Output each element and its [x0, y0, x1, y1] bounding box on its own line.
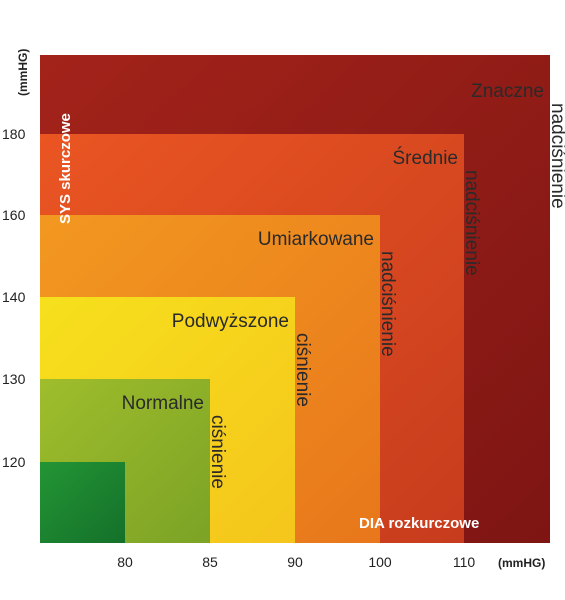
x-tick-label: 80	[117, 554, 133, 570]
zone-5-area	[40, 462, 125, 543]
x-unit-label: (mmHG)	[498, 556, 545, 570]
x-tick-label: 100	[368, 554, 392, 570]
zone-2-label-main: Umiarkowane	[258, 229, 374, 250]
zone-3-label-main: Podwyższone	[172, 311, 289, 332]
x-tick-label: 90	[287, 554, 303, 570]
zone-1-label-sub: nadciśnienie	[461, 170, 482, 276]
zone-2-label-sub: nadciśnienie	[377, 251, 398, 357]
y-tick-label: 180	[2, 126, 26, 142]
y-tick-label: 160	[2, 207, 26, 223]
zone-3-label-sub: ciśnienie	[292, 333, 313, 407]
zone-4-label-main: Normalne	[122, 393, 204, 414]
y-tick-label: 140	[2, 289, 26, 305]
zone-0-label-main: Znaczne	[471, 81, 544, 102]
zone-4-label-sub: ciśnienie	[207, 415, 228, 489]
x-axis-title: DIA rozkurczowe	[359, 515, 479, 532]
x-tick-label: 85	[202, 554, 218, 570]
y-axis-title: SYS skurczowe	[57, 113, 74, 224]
zone-1-label-main: Średnie	[393, 147, 459, 169]
y-unit-label: (mmHG)	[16, 49, 30, 96]
y-tick-label: 120	[2, 454, 26, 470]
x-tick-label: 110	[453, 554, 476, 570]
zone-0-label-sub: nadciśnienie	[547, 103, 565, 209]
y-tick-label: 130	[2, 371, 26, 387]
